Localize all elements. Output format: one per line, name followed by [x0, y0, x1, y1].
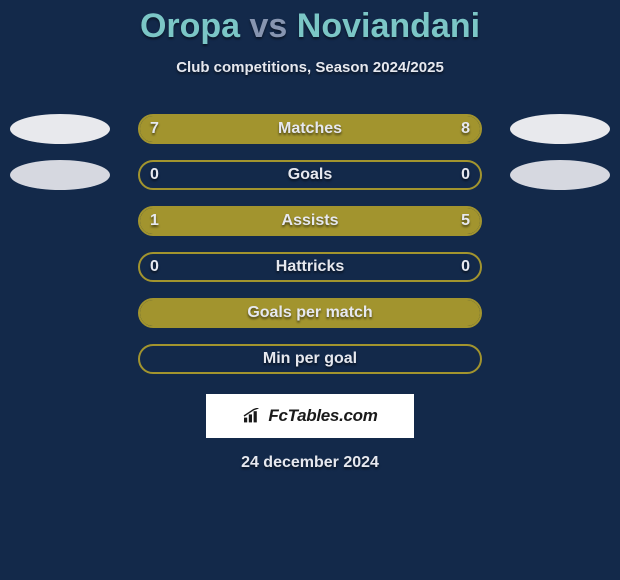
- stat-label: Hattricks: [276, 258, 344, 276]
- stat-row: Goals per match: [0, 290, 620, 336]
- stat-bar: 0 0 Hattricks: [138, 252, 482, 282]
- stat-bar: 7 8 Matches: [138, 114, 482, 144]
- right-ellipse: [510, 160, 610, 190]
- left-ellipse: [10, 160, 110, 190]
- brand-box: FcTables.com: [206, 394, 414, 438]
- right-ellipse: [510, 114, 610, 144]
- stat-value-left: 0: [150, 166, 159, 184]
- stat-label: Goals: [288, 166, 332, 184]
- footer-date: 24 december 2024: [0, 454, 620, 472]
- stat-rows: 7 8 Matches 0 0 Goals 1 5 Assists 0 0 Hattricks Goal…: [0, 106, 620, 382]
- stat-value-left: 7: [150, 120, 159, 138]
- card-title: Oropa vs Noviandani: [0, 8, 620, 45]
- stat-value-right: 0: [461, 166, 470, 184]
- brand-chart-icon: [242, 408, 262, 424]
- stat-value-right: 0: [461, 258, 470, 276]
- bar-fill-left: [140, 208, 197, 234]
- stat-row: 0 0 Hattricks: [0, 244, 620, 290]
- stat-row: Min per goal: [0, 336, 620, 382]
- stat-bar: Min per goal: [138, 344, 482, 374]
- stat-value-right: 5: [461, 212, 470, 230]
- stat-row: 7 8 Matches: [0, 106, 620, 152]
- player2-name: Noviandani: [297, 7, 480, 45]
- vs-text: vs: [250, 7, 288, 45]
- stat-value-left: 0: [150, 258, 159, 276]
- stat-value-right: 8: [461, 120, 470, 138]
- stat-row: 0 0 Goals: [0, 152, 620, 198]
- stat-bar: 0 0 Goals: [138, 160, 482, 190]
- bar-fill-left: [140, 116, 298, 142]
- comparison-card: Oropa vs Noviandani Club competitions, S…: [0, 0, 620, 472]
- player1-name: Oropa: [140, 7, 240, 45]
- stat-bar: 1 5 Assists: [138, 206, 482, 236]
- stat-label: Assists: [282, 212, 339, 230]
- stat-value-left: 1: [150, 212, 159, 230]
- brand-text: FcTables.com: [268, 406, 377, 426]
- stat-label: Matches: [278, 120, 342, 138]
- stat-bar: Goals per match: [138, 298, 482, 328]
- stat-label: Min per goal: [263, 350, 357, 368]
- stat-label: Goals per match: [247, 304, 372, 322]
- card-subtitle: Club competitions, Season 2024/2025: [0, 59, 620, 76]
- left-ellipse: [10, 114, 110, 144]
- stat-row: 1 5 Assists: [0, 198, 620, 244]
